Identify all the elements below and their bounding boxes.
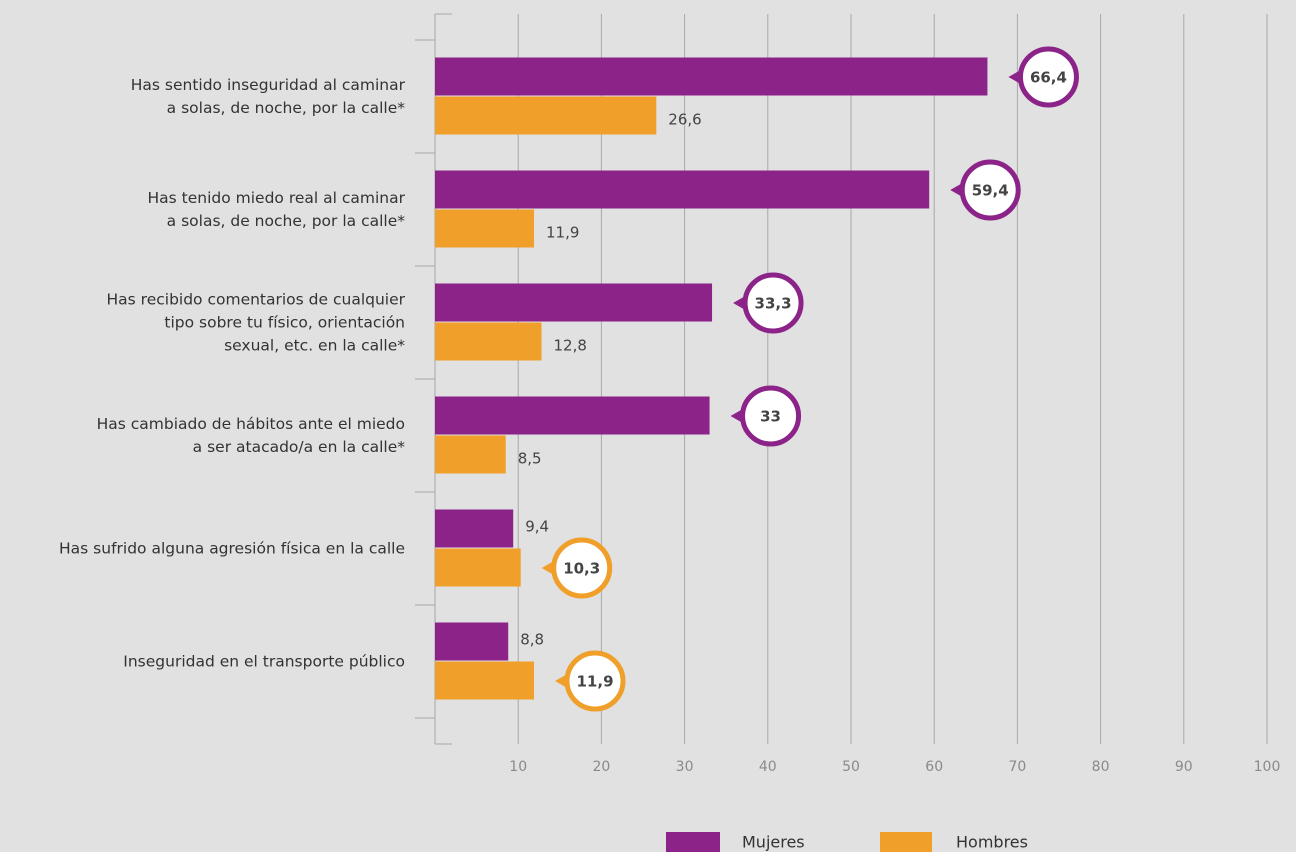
x-tick-label: 90 bbox=[1175, 759, 1193, 775]
value-label: 11,9 bbox=[546, 224, 579, 242]
category-label-line: sexual, etc. en la calle* bbox=[224, 336, 405, 354]
bar bbox=[435, 622, 509, 661]
category-label-line: Has recibido comentarios de cualquier bbox=[107, 290, 406, 308]
category-label-line: Has cambiado de hábitos ante el miedo bbox=[97, 415, 405, 433]
x-tick-label: 30 bbox=[676, 759, 694, 775]
legend-swatch bbox=[666, 832, 720, 852]
category-label-line: Has sentido inseguridad al caminar bbox=[131, 76, 406, 94]
bar bbox=[435, 322, 542, 361]
value-label: 8,5 bbox=[518, 450, 542, 468]
callout-bubble bbox=[959, 159, 1021, 221]
value-label: 26,6 bbox=[668, 111, 701, 129]
callout-bubble bbox=[564, 650, 626, 712]
bar bbox=[435, 435, 506, 474]
legend-label: Mujeres bbox=[742, 833, 805, 852]
value-label: 66,4 bbox=[1030, 69, 1067, 87]
callout-bubble bbox=[1017, 46, 1079, 108]
bar bbox=[435, 396, 710, 435]
category-label-line: a ser atacado/a en la calle* bbox=[193, 438, 406, 456]
bar bbox=[435, 509, 514, 548]
callout-bubble bbox=[742, 272, 804, 334]
x-tick-label: 60 bbox=[925, 759, 943, 775]
bar bbox=[435, 548, 521, 587]
x-tick-label: 20 bbox=[592, 759, 610, 775]
legend-swatch bbox=[880, 832, 932, 852]
x-tick-label: 80 bbox=[1092, 759, 1110, 775]
bar bbox=[435, 170, 930, 209]
x-tick-label: 70 bbox=[1008, 759, 1026, 775]
legend-label: Hombres bbox=[956, 833, 1028, 852]
bar bbox=[435, 283, 713, 322]
value-label: 8,8 bbox=[520, 631, 544, 649]
category-label: Has recibido comentarios de cualquier tip… bbox=[107, 290, 406, 354]
value-label: 9,4 bbox=[525, 518, 549, 536]
x-tick-label: 10 bbox=[509, 759, 527, 775]
category-label: Has sentido inseguridad al caminar a sola… bbox=[131, 76, 406, 117]
x-tick-label: 40 bbox=[759, 759, 777, 775]
bar bbox=[435, 209, 535, 248]
callout-bubble bbox=[551, 537, 613, 599]
bar bbox=[435, 661, 535, 700]
callout-bubble bbox=[740, 385, 802, 447]
value-label: 11,9 bbox=[577, 673, 614, 691]
category-label: Inseguridad en el transporte público bbox=[123, 652, 405, 670]
category-label-line: Has tenido miedo real al caminar bbox=[148, 189, 406, 207]
value-label: 12,8 bbox=[553, 337, 586, 355]
category-label: Has sufrido alguna agresión física en la… bbox=[59, 539, 405, 557]
x-tick-label: 50 bbox=[842, 759, 860, 775]
bar bbox=[435, 57, 988, 96]
bar bbox=[435, 96, 657, 135]
category-label-line: Has sufrido alguna agresión física en la… bbox=[59, 539, 405, 557]
value-label: 10,3 bbox=[563, 560, 600, 578]
category-label-line: a solas, de noche, por la calle* bbox=[167, 99, 406, 117]
x-tick-label: 100 bbox=[1254, 759, 1281, 775]
value-label: 59,4 bbox=[972, 182, 1009, 200]
category-label-line: tipo sobre tu físico, orientación bbox=[164, 313, 405, 331]
category-label-line: a solas, de noche, por la calle* bbox=[167, 212, 406, 230]
value-label: 33 bbox=[760, 408, 781, 426]
value-label: 33,3 bbox=[755, 295, 792, 313]
category-label: Has tenido miedo real al caminar a solas,… bbox=[148, 189, 406, 230]
category-label-line: Inseguridad en el transporte público bbox=[123, 652, 405, 670]
category-label: Has cambiado de hábitos ante el miedo a s… bbox=[97, 415, 406, 456]
